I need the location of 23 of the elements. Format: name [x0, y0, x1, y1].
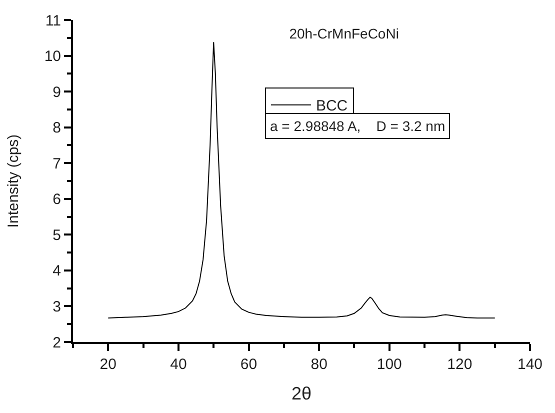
y-tick-label: 9 [52, 84, 61, 101]
line-series [108, 42, 496, 319]
y-tick-label: 10 [44, 48, 61, 66]
y-tick-label: 7 [52, 155, 61, 172]
x-tick-label: 120 [447, 356, 472, 373]
chart-title: 20h-CrMnFeCoNi [289, 26, 399, 42]
x-tick-label: 80 [310, 356, 328, 373]
y-tick-label: 6 [52, 191, 61, 208]
y-tick-label: 2 [52, 334, 61, 352]
legend-label: BCC [316, 98, 348, 115]
y-tick-label: 4 [52, 262, 61, 280]
y-tick-label: 5 [52, 226, 61, 244]
y-tick-label: 8 [52, 120, 61, 137]
x-tick-label: 60 [240, 356, 258, 373]
x-tick-label: 140 [517, 356, 543, 373]
x-tick-label: 40 [170, 356, 187, 373]
x-tick-label: 100 [376, 356, 402, 373]
y-tick-label: 3 [52, 298, 61, 316]
x-axis-title: 2θ [291, 384, 312, 404]
annotation: a = 2.98848 A, D = 3.2 nm [270, 118, 446, 134]
y-tick-label: 11 [45, 12, 61, 30]
x-tick-label: 20 [100, 356, 116, 373]
y-axis-title: Intensity (cps) [5, 134, 22, 228]
